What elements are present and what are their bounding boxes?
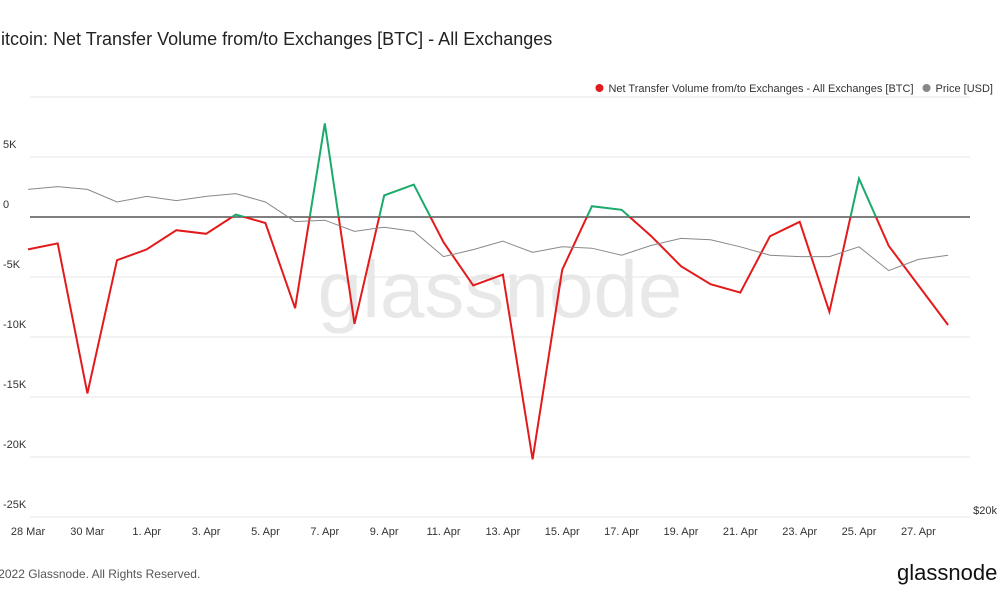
y-tick-label: 5K <box>3 139 17 151</box>
x-tick-label: 9. Apr <box>370 526 399 538</box>
net-flow-line <box>27 123 949 460</box>
x-tick-label: 23. Apr <box>782 526 817 538</box>
y2-tick-label: $20k <box>973 505 997 517</box>
x-tick-label: 17. Apr <box>604 526 639 538</box>
y-tick-label: -20K <box>3 439 27 451</box>
y-tick-label: -10K <box>3 319 27 331</box>
x-tick-label: 27. Apr <box>901 526 936 538</box>
legend-swatch <box>595 84 604 92</box>
legend: Price [USD] Net Transfer Volume from/to E… <box>595 83 993 95</box>
x-tick-label: 25. Apr <box>842 526 877 538</box>
legend-swatch <box>922 84 931 92</box>
x-tick-label: 3. Apr <box>192 526 221 538</box>
footer: © 2022 Glassnode. All Rights Reserved. <box>0 567 200 581</box>
x-tick-label: 13. Apr <box>485 526 520 538</box>
x-tick-label: 15. Apr <box>545 526 580 538</box>
x-tick-label: 19. Apr <box>664 526 699 538</box>
x-tick-label: 1. Apr <box>132 526 161 538</box>
x-tick-label: 7. Apr <box>310 526 339 538</box>
y-tick-label: -25K <box>3 499 27 511</box>
legend-label: Net Transfer Volume from/to Exchanges - … <box>608 83 913 95</box>
legend-label: Price [USD] <box>936 83 993 95</box>
y-tick-label: -15K <box>3 379 27 391</box>
x-tick-label: 5. Apr <box>251 526 280 538</box>
x-tick-label: 28 Mar <box>11 526 46 538</box>
x-tick-label: 30 Mar <box>70 526 105 538</box>
chart-title: Bitcoin: Net Transfer Volume from/to Exc… <box>0 29 552 49</box>
logo: glassnode <box>897 560 997 585</box>
y-tick-label: -5K <box>3 259 21 271</box>
price-line <box>27 186 949 272</box>
watermark: glassnode <box>318 245 683 334</box>
x-tick-label: 21. Apr <box>723 526 758 538</box>
y-tick-label: 0 <box>3 199 9 211</box>
x-tick-label: 11. Apr <box>426 526 460 538</box>
